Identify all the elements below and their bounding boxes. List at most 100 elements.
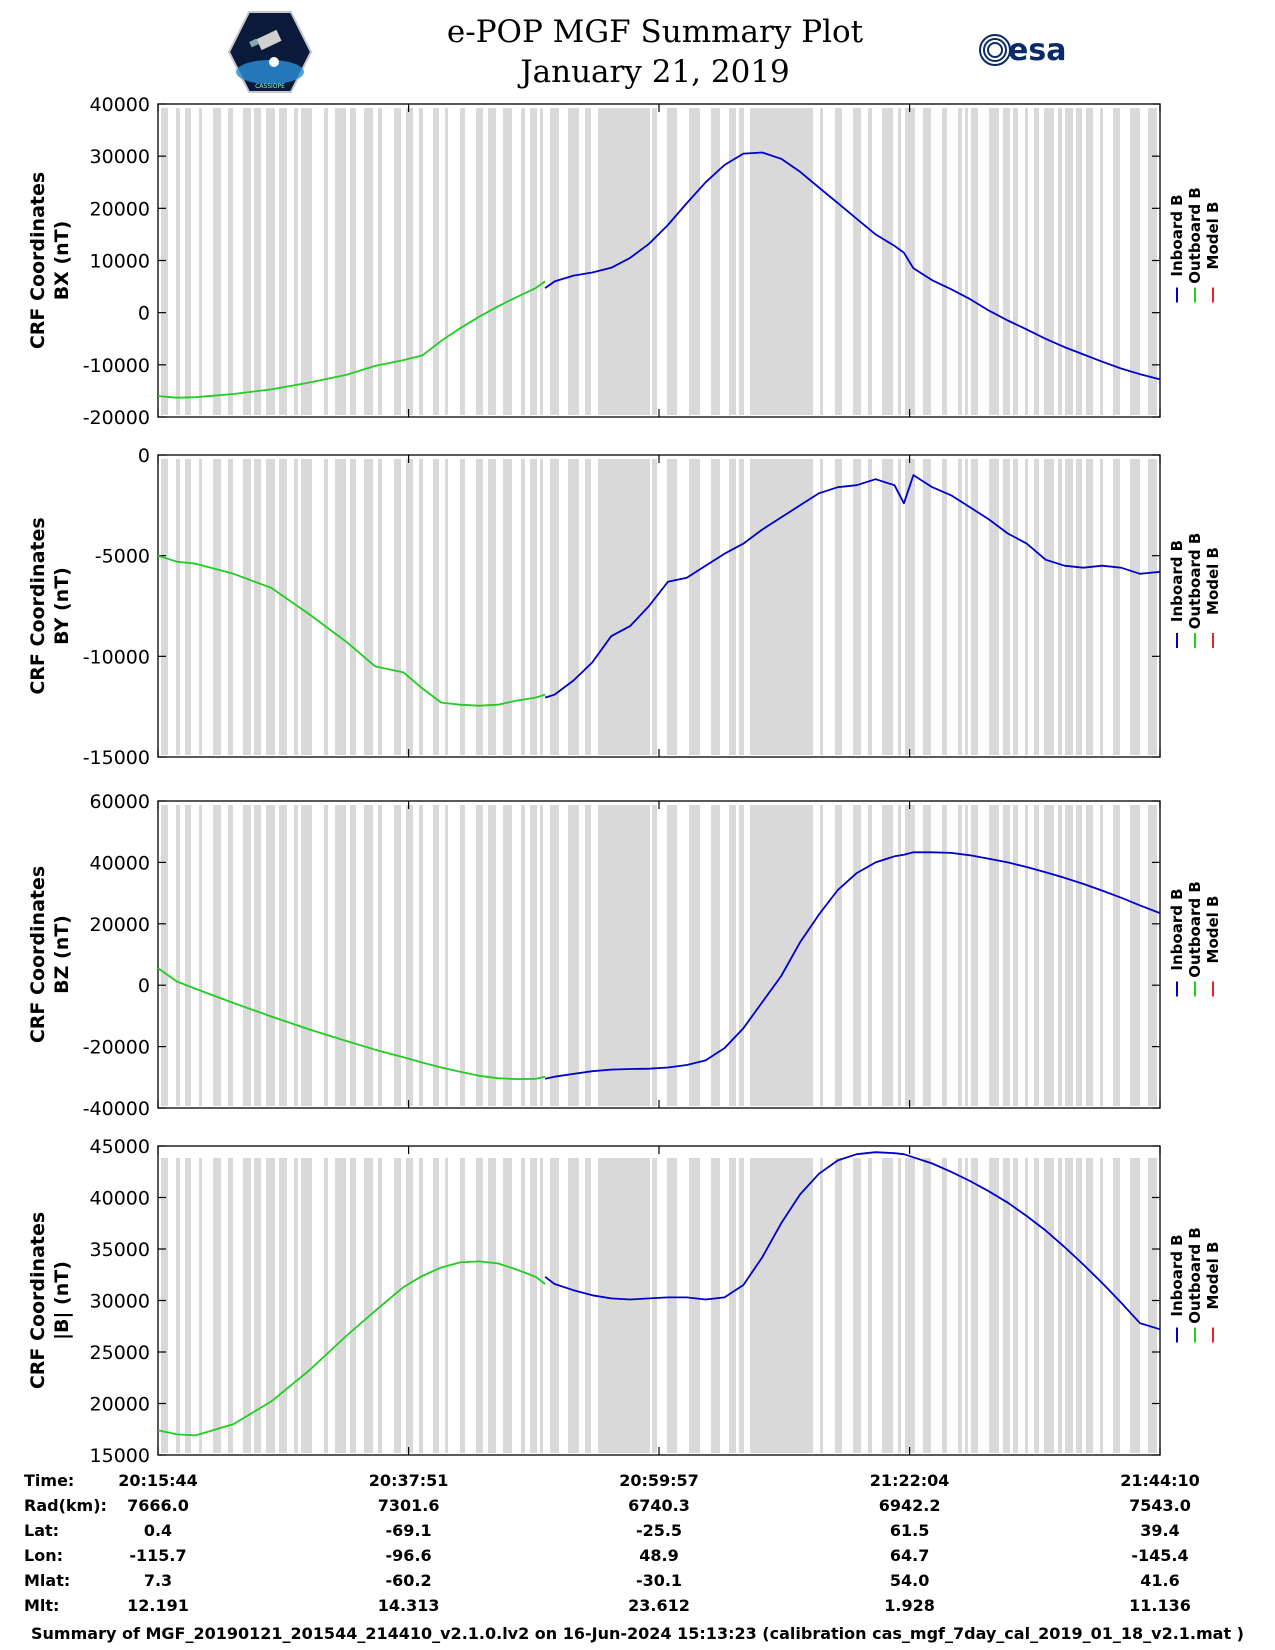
info-cell-lat: -69.1 [386,1521,432,1540]
gap-band [530,108,537,415]
gap-band [279,805,287,1106]
gap-band [279,459,287,755]
gap-band [689,1158,700,1453]
y-tick-label: 0 [138,975,150,997]
gap-band [350,459,356,755]
y-tick-label: 40000 [90,852,150,874]
gap-band [364,1158,373,1453]
gap-band [266,108,275,415]
gap-band [406,459,413,755]
panel-4: 15000 20000 25000 30000 35000 40000 45000 CRF C… [27,1136,1222,1467]
gap-band [1025,805,1028,1106]
y-tick-label: -40000 [83,1098,150,1120]
gap-band [419,459,423,755]
gap-band [585,459,591,755]
gap-band [942,805,947,1106]
gap-band [752,805,805,1106]
gap-band [1130,1158,1140,1453]
gap-band [419,108,423,415]
gap-band [350,108,356,415]
gap-band [185,805,191,1106]
gap-band [652,1158,657,1453]
gap-band [585,108,591,415]
gap-band [652,805,657,1106]
gap-band [460,108,465,415]
info-cell-rad: 7543.0 [1129,1496,1191,1515]
gap-band [898,108,901,415]
gap-band [868,459,872,755]
y-tick-label: 25000 [90,1342,150,1364]
y-tick-label: -20000 [83,407,150,429]
gap-band [868,1158,872,1453]
gap-band [923,1158,931,1453]
gap-band [1130,805,1140,1106]
gap-band [294,1158,298,1453]
gap-band [1130,459,1140,755]
gap-band [1148,459,1157,755]
gap-band [243,108,251,415]
gap-band [923,108,931,415]
gap-band [228,108,233,415]
gap-band [419,805,423,1106]
gap-band [1013,108,1018,415]
y-axis-label: CRF Coordinates [27,172,49,349]
gap-band [971,459,978,755]
gap-band [853,459,861,755]
gap-band [324,1158,328,1453]
info-cell-rad: 6942.2 [879,1496,941,1515]
gap-band [1148,1158,1157,1453]
gap-band [739,805,744,1106]
info-cell-mlat: -60.2 [386,1571,432,1590]
gap-band [1044,1158,1054,1453]
gap-band [294,108,298,415]
legend: Inboard B Outboard B Model B [1168,1227,1222,1343]
gap-band [1003,805,1010,1106]
gap-band [667,1158,677,1453]
gap-band [820,805,823,1106]
gap-band [1086,459,1093,755]
gap-band [971,1158,978,1453]
legend-label: Outboard B [1186,881,1204,978]
gap-band [905,1158,915,1453]
y-tick-label: 20000 [90,1394,150,1416]
gap-band [942,108,947,415]
gap-band [805,459,813,755]
gap-band [1025,1158,1028,1453]
gap-band [503,459,512,755]
gap-band [1076,1158,1082,1453]
gap-band [394,459,401,755]
gap-band [942,459,947,755]
gap-band [488,108,496,415]
info-cell-rad: 7666.0 [127,1496,189,1515]
info-cell-time: 21:44:10 [1120,1471,1200,1490]
info-table: Time: Rad(km): Lat: Lon: Mlat: Mlt: 20:15:44 76… [24,1471,1200,1615]
esa-logo: esa [979,33,1066,68]
gap-band [739,108,744,415]
y-tick-label: 20000 [90,914,150,936]
gap-band [445,459,448,755]
gap-band [1086,805,1093,1106]
gap-band [1100,805,1103,1106]
info-cell-rad: 6740.3 [628,1496,690,1515]
gap-band [378,1158,382,1453]
y-tick-label: 0 [138,303,150,325]
gap-band [711,108,720,415]
gap-band [433,459,439,755]
gap-band [898,805,901,1106]
gap-band [243,1158,251,1453]
gap-band [958,108,962,415]
gap-band [1076,108,1082,415]
gap-band [923,459,931,755]
gap-band [550,459,559,755]
gap-band [199,1158,202,1453]
gap-band [460,805,465,1106]
legend-label: Model B [1204,1242,1222,1310]
gap-band [419,1158,423,1453]
gap-band [176,108,180,415]
gap-band [1025,108,1028,415]
gap-band [476,459,483,755]
gap-band [739,459,744,755]
gap-band [568,1158,579,1453]
gap-band [266,459,275,755]
y-tick-label: 35000 [90,1239,150,1261]
